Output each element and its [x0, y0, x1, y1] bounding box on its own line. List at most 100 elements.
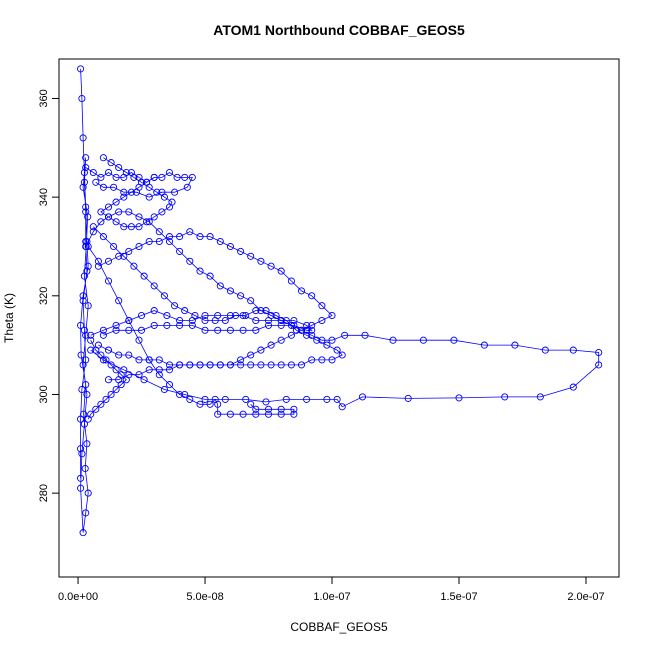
data-point: [77, 474, 85, 482]
data-point: [143, 218, 151, 226]
data-point: [196, 400, 204, 408]
data-point: [277, 336, 285, 344]
series-trace: [87, 307, 316, 339]
data-point: [92, 346, 100, 354]
data-point: [155, 237, 163, 246]
axes: 0.0e+00 5.0e-08 1.0e-07 1.5e-07 2.0e-07 280 30…: [38, 89, 605, 603]
data-point: [181, 173, 189, 181]
data-point: [237, 361, 245, 369]
data-point: [308, 321, 316, 329]
data-point: [104, 257, 113, 265]
data-point: [84, 242, 92, 251]
data-point: [94, 262, 102, 270]
data-point: [77, 321, 85, 329]
data-point: [87, 336, 95, 344]
data-point: [137, 311, 146, 320]
data-point: [107, 159, 115, 167]
data-point: [226, 287, 234, 295]
data-point: [104, 346, 113, 354]
data-point: [80, 420, 88, 428]
data-point: [186, 257, 194, 265]
x-tick-label: 2.0e-07: [567, 591, 604, 603]
y-tick-label: 280: [38, 484, 50, 502]
data-point: [115, 297, 123, 305]
data-point: [165, 233, 174, 241]
data-point: [226, 311, 234, 320]
data-point: [264, 410, 273, 418]
data-point: [120, 252, 128, 260]
data-point: [186, 395, 194, 403]
data-point: [97, 400, 105, 408]
data-point: [150, 213, 158, 221]
data-point: [89, 228, 97, 236]
data-point: [110, 183, 118, 191]
x-tick-label: 5.0e-08: [186, 591, 223, 603]
data-point: [120, 188, 128, 196]
data-point: [214, 326, 222, 334]
data-point: [480, 341, 488, 349]
data-point: [80, 168, 88, 177]
data-point: [77, 445, 85, 453]
data-point: [237, 292, 245, 300]
data-point: [404, 394, 412, 402]
data-point: [183, 183, 191, 191]
data-point: [135, 183, 143, 191]
data-point: [145, 356, 153, 364]
data-point: [82, 381, 90, 389]
data-point: [115, 208, 123, 216]
data-point: [358, 393, 367, 401]
data-point: [125, 316, 133, 325]
data-point: [165, 366, 174, 374]
data-point: [257, 361, 265, 369]
data-point: [145, 193, 153, 201]
data-point: [78, 385, 86, 394]
data-point: [80, 326, 88, 334]
data-point: [82, 203, 90, 211]
data-point: [201, 311, 209, 320]
data-point: [361, 331, 369, 339]
data-point: [206, 233, 214, 241]
data-point: [165, 361, 174, 369]
data-point: [145, 366, 153, 374]
data-point: [196, 361, 204, 369]
data-point: [158, 208, 166, 216]
data-point: [84, 262, 92, 270]
data-point: [94, 257, 102, 265]
data-point: [140, 272, 148, 280]
data-point: [303, 326, 311, 334]
data-point: [252, 326, 260, 334]
data-point: [135, 223, 143, 231]
data-point: [112, 385, 120, 394]
data-point: [82, 509, 90, 517]
data-point: [455, 394, 463, 402]
data-point: [501, 393, 509, 401]
y-tick-label: 320: [38, 287, 50, 305]
data-point: [308, 326, 316, 334]
data-point: [318, 316, 326, 325]
data-point: [127, 188, 135, 196]
data-point: [186, 228, 194, 236]
data-point: [97, 218, 105, 226]
data-point: [97, 208, 105, 216]
data-point: [125, 247, 133, 255]
data-point: [176, 247, 184, 255]
data-point: [328, 311, 336, 320]
data-point: [341, 331, 349, 339]
data-point: [272, 311, 280, 320]
x-tick-label: 0.0e+00: [58, 591, 98, 603]
data-point: [297, 361, 306, 369]
data-point: [389, 336, 397, 344]
data-point: [115, 351, 123, 359]
data-point: [201, 316, 209, 325]
data-point: [290, 405, 298, 413]
data-point: [115, 252, 123, 260]
series-trace: [97, 154, 176, 231]
data-point: [201, 326, 209, 334]
data-point: [125, 208, 133, 216]
data-point: [323, 341, 331, 349]
data-point: [297, 287, 306, 295]
data-point: [77, 65, 85, 73]
data-point: [82, 242, 90, 251]
y-tick-label: 340: [38, 188, 50, 206]
